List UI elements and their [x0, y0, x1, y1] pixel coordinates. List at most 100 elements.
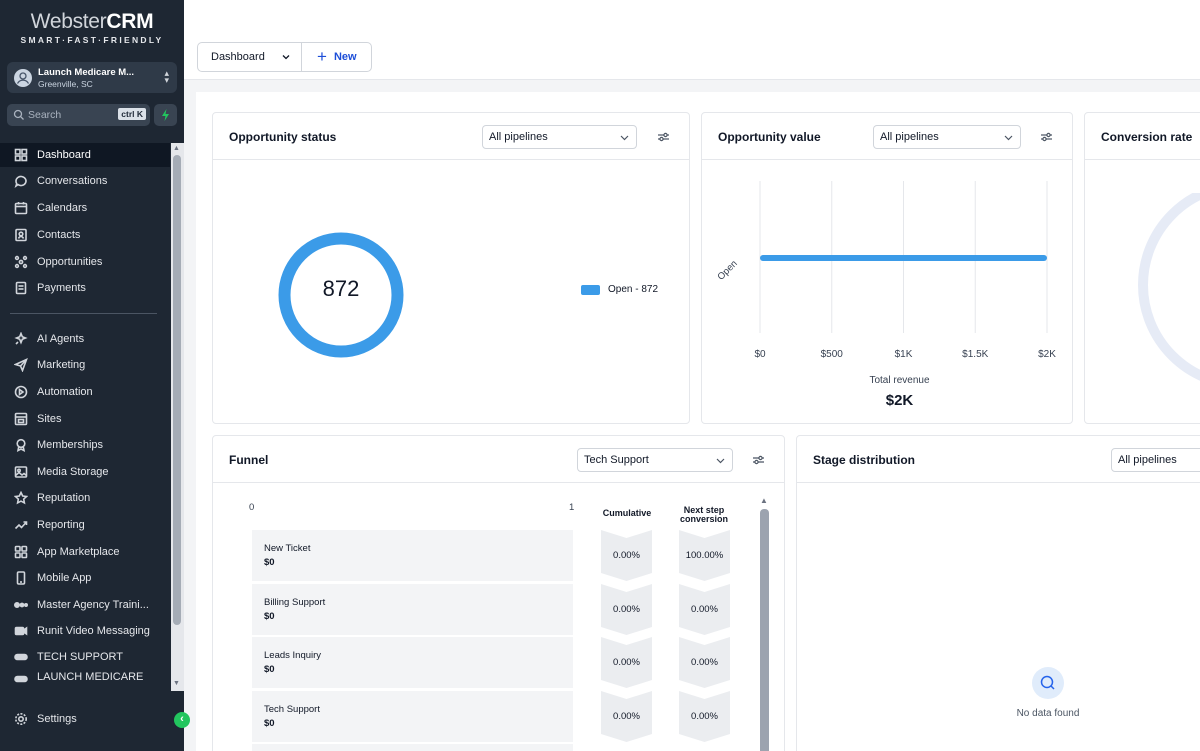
sidebar-item-label: Dashboard [37, 149, 91, 161]
sidebar-item-automation[interactable]: Automation [0, 380, 170, 404]
funnel-stage-value: $0 [264, 611, 275, 622]
chevron-down-icon [282, 55, 290, 60]
total-revenue-value: $2K [885, 392, 914, 409]
sidebar-item-media-storage[interactable]: Media Storage [0, 460, 170, 484]
sidebar-item-mobile-app[interactable]: Mobile App [0, 566, 170, 590]
card-header: Opportunity value All pipelines [702, 113, 1072, 160]
search-placeholder: Search [28, 109, 62, 121]
search-icon [1040, 675, 1055, 690]
quick-action-button[interactable] [154, 104, 177, 126]
search-input[interactable]: Search ctrl K [7, 104, 150, 126]
sidebar-item-runit-video-messaging[interactable]: Runit Video Messaging [0, 619, 170, 643]
brand-logo[interactable]: WebsterCRM SMART·FAST·FRIENDLY [0, 10, 184, 45]
membership-icon [13, 438, 28, 453]
pipeline-select[interactable]: All pipelines [482, 125, 637, 149]
sidebar-scroll-thumb[interactable] [173, 155, 181, 625]
sidebar-item-label: TECH SUPPORT [37, 651, 123, 663]
chevron-left-icon: ‹ [180, 713, 184, 725]
account-switcher[interactable]: Launch Medicare M... Greenville, SC ▴ ▾ [7, 62, 177, 93]
card-header: Opportunity status All pipelines [213, 113, 689, 160]
sidebar-item-contacts[interactable]: Contacts [0, 223, 170, 247]
video-icon [13, 624, 28, 639]
dashboard-canvas: Opportunity status All pipelines 872 Ope… [196, 92, 1200, 751]
legend-label-open[interactable]: Open - 872 [608, 284, 659, 295]
x-tick-label: $1K [894, 349, 913, 360]
funnel-row[interactable] [252, 744, 573, 751]
funnel-scroll-up-icon[interactable]: ▲ [760, 496, 768, 505]
sidebar-item-reputation[interactable]: Reputation [0, 486, 170, 510]
sidebar-item-payments[interactable]: Payments [0, 276, 170, 300]
plus-icon: + [317, 47, 327, 66]
filter-settings-icon[interactable] [657, 131, 670, 143]
search-icon [13, 109, 24, 120]
top-bar: Dashboard + New [184, 0, 1200, 80]
sidebar-item-app-marketplace[interactable]: App Marketplace [0, 540, 170, 564]
funnel-row[interactable]: Billing Support $0 [252, 584, 573, 635]
tech-icon [13, 650, 28, 665]
pipeline-select[interactable]: All pipelines [1111, 448, 1200, 472]
filter-settings-icon[interactable] [1040, 131, 1053, 143]
sidebar-item-reporting[interactable]: Reporting [0, 513, 170, 537]
trend-icon [13, 518, 28, 533]
scroll-up-icon[interactable]: ▲ [173, 145, 180, 152]
chevron-down-icon [620, 135, 629, 141]
funnel-row[interactable]: New Ticket $0 [252, 530, 573, 581]
sidebar-item-label: Master Agency Traini... [37, 599, 149, 611]
collapse-sidebar-button[interactable]: ‹ [174, 712, 190, 728]
phone-icon [13, 571, 28, 586]
funnel-scroll-thumb[interactable] [760, 509, 769, 751]
sidebar-item-label: App Marketplace [37, 546, 120, 558]
chevron-cell-bg [601, 637, 652, 688]
cumulative-value: 0.00% [613, 711, 640, 722]
dashboard-select-label: Dashboard [211, 51, 265, 63]
logo-text-a: Webster [30, 10, 107, 33]
pipeline-select-value: All pipelines [489, 131, 548, 143]
chevron-cell-bg [679, 530, 730, 581]
sidebar-item-label: Memberships [37, 439, 104, 451]
sidebar-item-label: AI Agents [37, 333, 85, 345]
conversion-rate-ring [1138, 193, 1200, 381]
star-icon [13, 491, 28, 506]
total-revenue-caption: Total revenue [869, 375, 930, 386]
filter-settings-icon[interactable] [752, 454, 765, 466]
sidebar-item-launch-medicare[interactable]: LAUNCH MEDICARE [0, 671, 170, 685]
funnel-stage-name: New Ticket [264, 543, 311, 554]
chevron-cell-bg [601, 530, 652, 581]
card-title: Opportunity status [229, 130, 337, 144]
pipeline-select-value: All pipelines [1118, 454, 1177, 466]
next-step-cell: 100.00% [679, 530, 730, 581]
funnel-row[interactable]: Leads Inquiry $0 [252, 637, 573, 688]
sidebar-item-ai-agents[interactable]: AI Agents [0, 327, 170, 351]
sidebar-item-tech-support[interactable]: TECH SUPPORT [0, 645, 170, 669]
donut-slice-open[interactable] [278, 232, 404, 358]
bar-open[interactable] [760, 255, 1047, 261]
sidebar-item-opportunities[interactable]: Opportunities [0, 250, 170, 274]
sidebar-item-marketing[interactable]: Marketing [0, 353, 170, 377]
empty-state-icon-wrap [1032, 667, 1064, 699]
cumulative-cell: 0.00% [601, 584, 652, 635]
sidebar-item-calendars[interactable]: Calendars [0, 196, 170, 220]
bolt-icon [162, 109, 169, 121]
sidebar-item-sites[interactable]: Sites [0, 407, 170, 431]
opportunity-value-card: Opportunity value All pipelines Open $0 $… [701, 112, 1073, 424]
new-dashboard-button[interactable]: + New [301, 42, 372, 72]
image-icon [13, 465, 28, 480]
dashboard-select[interactable]: Dashboard [197, 42, 302, 72]
sidebar-item-dashboard[interactable]: Dashboard [0, 143, 170, 167]
sidebar-item-memberships[interactable]: Memberships [0, 433, 170, 457]
card-header: Stage distribution All pipelines [797, 436, 1200, 483]
sidebar-item-conversations[interactable]: Conversations [0, 169, 170, 193]
pipeline-select[interactable]: Tech Support [577, 448, 733, 472]
funnel-card: Funnel Tech Support 0 1 Cumulative Next … [212, 435, 785, 751]
empty-state-text: No data found [1016, 708, 1080, 719]
stage-distribution-card: Stage distribution All pipelines No data… [796, 435, 1200, 751]
scroll-down-icon[interactable]: ▼ [173, 680, 180, 687]
grid-icon [13, 148, 28, 163]
sidebar-item-label: Mobile App [37, 572, 92, 584]
pipeline-select[interactable]: All pipelines [873, 125, 1021, 149]
sidebar-item-settings[interactable]: Settings [0, 707, 170, 731]
sidebar-item-master-agency-traini[interactable]: Master Agency Traini... [0, 593, 170, 617]
payments-icon [13, 281, 28, 296]
funnel-row[interactable]: Tech Support $0 [252, 691, 573, 742]
sparkle-icon [13, 332, 28, 347]
